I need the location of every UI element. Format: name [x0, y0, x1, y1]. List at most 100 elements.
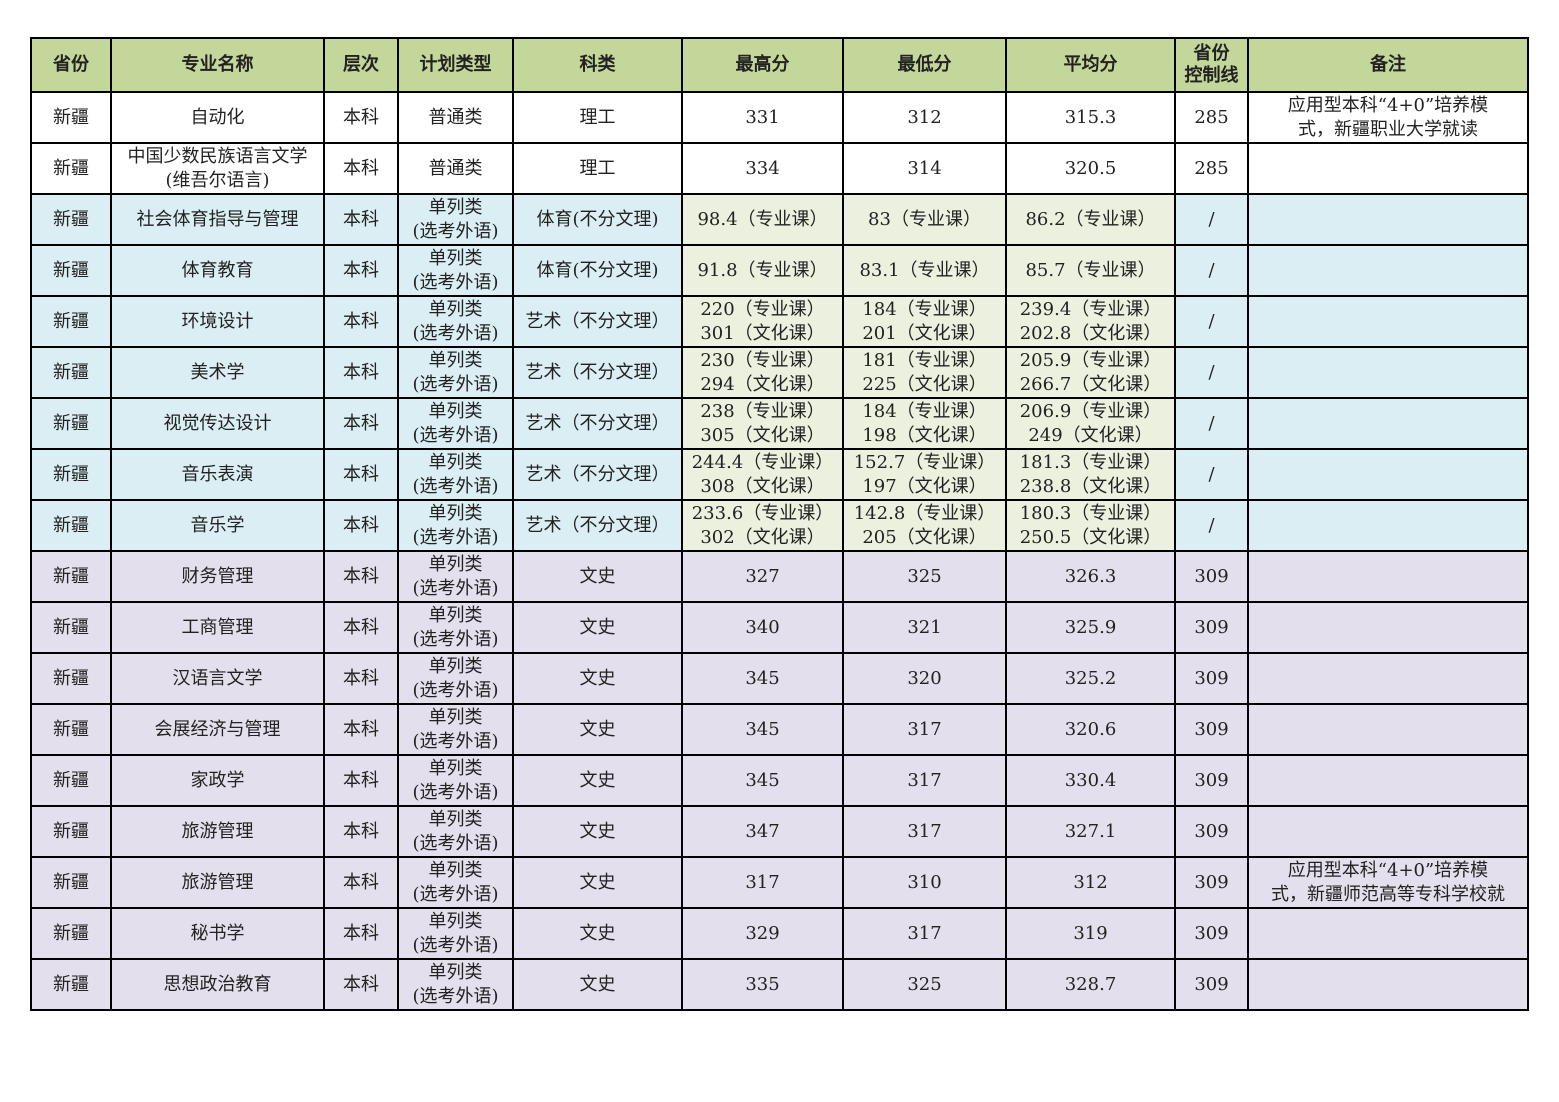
- cell-subject-category: 艺术（不分文理）: [512, 346, 683, 399]
- cell-avg-score: 328.7: [1005, 958, 1176, 1011]
- cell-province: 新疆: [30, 805, 112, 858]
- table-row: 新疆 家政学 本科 单列类 (选考外语) 文史 345 317 330.4 309: [30, 754, 1529, 807]
- cell-major: 秘书学: [110, 907, 325, 960]
- header-major: 专业名称: [110, 37, 325, 93]
- cell-province: 新疆: [30, 907, 112, 960]
- cell-level: 本科: [323, 142, 399, 195]
- cell-province: 新疆: [30, 346, 112, 399]
- header-subject-category: 科类: [512, 37, 683, 93]
- cell-plan-type: 单列类 (选考外语): [397, 244, 514, 297]
- cell-max-score: 340: [681, 601, 844, 654]
- cell-min-score: 184（专业课） 198（文化课）: [842, 397, 1007, 450]
- table-row: 新疆 工商管理 本科 单列类 (选考外语) 文史 340 321 325.9 309: [30, 601, 1529, 654]
- cell-province: 新疆: [30, 958, 112, 1011]
- cell-plan-type: 普通类: [397, 142, 514, 195]
- cell-control-line: 309: [1174, 652, 1249, 705]
- cell-remarks: [1247, 805, 1529, 858]
- cell-max-score: 329: [681, 907, 844, 960]
- cell-province: 新疆: [30, 499, 112, 552]
- cell-remarks: [1247, 703, 1529, 756]
- cell-control-line: 309: [1174, 754, 1249, 807]
- cell-control-line: 285: [1174, 142, 1249, 195]
- cell-major: 工商管理: [110, 601, 325, 654]
- cell-major: 社会体育指导与管理: [110, 193, 325, 246]
- cell-subject-category: 文史: [512, 550, 683, 603]
- cell-major: 会展经济与管理: [110, 703, 325, 756]
- cell-control-line: 309: [1174, 907, 1249, 960]
- cell-level: 本科: [323, 805, 399, 858]
- cell-major: 中国少数民族语言文学 (维吾尔语言): [110, 142, 325, 195]
- table-row: 新疆 会展经济与管理 本科 单列类 (选考外语) 文史 345 317 320.6 309: [30, 703, 1529, 756]
- cell-subject-category: 体育(不分文理): [512, 193, 683, 246]
- cell-min-score: 317: [842, 907, 1007, 960]
- cell-major: 环境设计: [110, 295, 325, 348]
- cell-min-score: 312: [842, 91, 1007, 144]
- cell-province: 新疆: [30, 703, 112, 756]
- table-row: 新疆 思想政治教育 本科 单列类 (选考外语) 文史 335 325 328.7 309: [30, 958, 1529, 1011]
- cell-control-line: /: [1174, 346, 1249, 399]
- cell-province: 新疆: [30, 652, 112, 705]
- cell-plan-type: 单列类 (选考外语): [397, 295, 514, 348]
- cell-subject-category: 理工: [512, 91, 683, 144]
- cell-level: 本科: [323, 754, 399, 807]
- cell-province: 新疆: [30, 193, 112, 246]
- cell-province: 新疆: [30, 754, 112, 807]
- cell-avg-score: 86.2（专业课）: [1005, 193, 1176, 246]
- cell-min-score: 321: [842, 601, 1007, 654]
- cell-remarks: [1247, 907, 1529, 960]
- cell-subject-category: 文史: [512, 805, 683, 858]
- cell-avg-score: 325.9: [1005, 601, 1176, 654]
- cell-remarks: [1247, 397, 1529, 450]
- cell-max-score: 331: [681, 91, 844, 144]
- cell-level: 本科: [323, 703, 399, 756]
- cell-control-line: 285: [1174, 91, 1249, 144]
- cell-plan-type: 单列类 (选考外语): [397, 550, 514, 603]
- cell-level: 本科: [323, 499, 399, 552]
- cell-subject-category: 文史: [512, 703, 683, 756]
- cell-subject-category: 体育(不分文理): [512, 244, 683, 297]
- cell-major: 体育教育: [110, 244, 325, 297]
- cell-province: 新疆: [30, 601, 112, 654]
- table-row: 新疆 环境设计 本科 单列类 (选考外语) 艺术（不分文理） 220（专业课） 301（文…: [30, 295, 1529, 348]
- cell-min-score: 181（专业课） 225（文化课）: [842, 346, 1007, 399]
- cell-level: 本科: [323, 397, 399, 450]
- cell-max-score: 345: [681, 703, 844, 756]
- cell-min-score: 83.1（专业课）: [842, 244, 1007, 297]
- header-max-score: 最高分: [681, 37, 844, 93]
- cell-province: 新疆: [30, 244, 112, 297]
- cell-plan-type: 单列类 (选考外语): [397, 601, 514, 654]
- cell-max-score: 345: [681, 754, 844, 807]
- table-row: 新疆 视觉传达设计 本科 单列类 (选考外语) 艺术（不分文理） 238（专业课） 305…: [30, 397, 1529, 450]
- cell-plan-type: 单列类 (选考外语): [397, 958, 514, 1011]
- cell-province: 新疆: [30, 142, 112, 195]
- cell-max-score: 91.8（专业课）: [681, 244, 844, 297]
- cell-max-score: 345: [681, 652, 844, 705]
- cell-avg-score: 205.9（专业课） 266.7（文化课）: [1005, 346, 1176, 399]
- cell-min-score: 317: [842, 703, 1007, 756]
- cell-plan-type: 单列类 (选考外语): [397, 193, 514, 246]
- table-row: 新疆 中国少数民族语言文学 (维吾尔语言) 本科 普通类 理工 334 314 320.5 28…: [30, 142, 1529, 195]
- cell-major: 音乐学: [110, 499, 325, 552]
- cell-avg-score: 206.9（专业课） 249（文化课）: [1005, 397, 1176, 450]
- cell-control-line: 309: [1174, 856, 1249, 909]
- cell-level: 本科: [323, 601, 399, 654]
- cell-avg-score: 312: [1005, 856, 1176, 909]
- cell-min-score: 184（专业课） 201（文化课）: [842, 295, 1007, 348]
- cell-plan-type: 单列类 (选考外语): [397, 397, 514, 450]
- header-remarks: 备注: [1247, 37, 1529, 93]
- cell-max-score: 238（专业课） 305（文化课）: [681, 397, 844, 450]
- cell-control-line: 309: [1174, 958, 1249, 1011]
- header-plan-type: 计划类型: [397, 37, 514, 93]
- cell-max-score: 317: [681, 856, 844, 909]
- cell-level: 本科: [323, 91, 399, 144]
- cell-province: 新疆: [30, 91, 112, 144]
- table-row: 新疆 美术学 本科 单列类 (选考外语) 艺术（不分文理） 230（专业课） 294（文化…: [30, 346, 1529, 399]
- cell-remarks: [1247, 499, 1529, 552]
- cell-subject-category: 文史: [512, 907, 683, 960]
- cell-control-line: /: [1174, 193, 1249, 246]
- table-row: 新疆 自动化 本科 普通类 理工 331 312 315.3 285 应用型本科“4+0”培养模 …: [30, 91, 1529, 144]
- cell-subject-category: 艺术（不分文理）: [512, 499, 683, 552]
- cell-avg-score: 326.3: [1005, 550, 1176, 603]
- cell-major: 音乐表演: [110, 448, 325, 501]
- cell-major: 家政学: [110, 754, 325, 807]
